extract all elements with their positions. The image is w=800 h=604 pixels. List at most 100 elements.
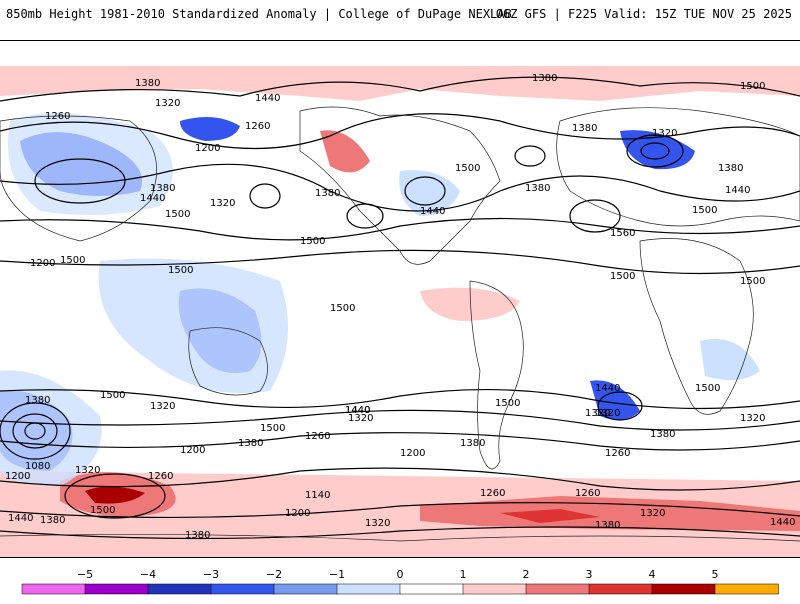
colorbar-segment — [588, 583, 653, 595]
contour-label: 1320 — [595, 408, 620, 419]
contour-label: 1500 — [168, 265, 193, 276]
contour-label: 1500 — [260, 423, 285, 434]
contour-label: 1320 — [640, 508, 665, 519]
contour-label: 1500 — [60, 255, 85, 266]
australia-outline — [188, 327, 268, 396]
colorbar-tick-label: 0 — [397, 568, 404, 581]
contour-label: 1380 — [650, 429, 675, 440]
contour-label: 1500 — [740, 81, 765, 92]
contour-label: 1320 — [210, 198, 235, 209]
contour-label: 1380 — [25, 395, 50, 406]
contour-label: 1260 — [305, 431, 330, 442]
contour-label: 1440 — [345, 405, 370, 416]
contour-label: 1260 — [480, 488, 505, 499]
contour-label: 1440 — [595, 383, 620, 394]
colorbar-segment — [525, 583, 590, 595]
contour-label: 1440 — [345, 405, 370, 416]
colorbar: −5 −4 −3 −2 −1 0 1 2 3 4 5 — [0, 558, 800, 600]
positive-anomaly-arctic — [0, 66, 800, 101]
colorbar-tick-label: −3 — [203, 568, 219, 581]
africa-outline — [639, 238, 754, 415]
contour-label: 1440 — [255, 93, 280, 104]
contour-label: 1320 — [740, 413, 765, 424]
negative-anomaly-south-africa — [590, 380, 640, 420]
contour-label: 1320 — [652, 128, 677, 139]
contour-label: 1260 — [45, 111, 70, 122]
negative-anomaly-central-light — [98, 258, 288, 393]
strong-positive-south — [420, 496, 800, 531]
contour-label: 1380 — [185, 530, 210, 541]
map-canvas: 1380 1440 1320 1260 1200 1380 1440 1500 … — [0, 66, 800, 557]
contour-label: 1500 — [165, 209, 190, 220]
contour-label: 1200 — [5, 471, 30, 482]
colorbar-tick-label: −5 — [77, 568, 93, 581]
contour-label: 1200 — [195, 143, 220, 154]
contour-label: 1080 — [25, 461, 50, 472]
colorbar-tick-label: 3 — [586, 568, 593, 581]
map-title: 850mb Height 1981-2010 Standardized Anom… — [6, 7, 512, 21]
contour-label: 1380 — [572, 123, 597, 134]
contour-label: 1440 — [770, 517, 795, 528]
contour-label: 1500 — [330, 303, 355, 314]
contour-label: 1260 — [148, 471, 173, 482]
contour-label: 1440 — [725, 185, 750, 196]
colorbar-segment — [147, 583, 212, 595]
contour-labels: 1380 1440 1320 1260 1200 1380 1440 1500 … — [5, 73, 795, 541]
negative-anomaly-nw-light — [8, 113, 173, 215]
strong-positive-pacific-core — [85, 486, 145, 504]
colorbar-segments — [21, 583, 779, 595]
colorbar-segment — [84, 583, 149, 595]
contour-label: 1320 — [365, 518, 390, 529]
contour-label: 1380 — [315, 188, 340, 199]
contour-label: 1320 — [585, 408, 610, 419]
contour-label: 1380 — [135, 78, 160, 89]
colorbar-tick-label: 2 — [523, 568, 530, 581]
contour-label: 1500 — [495, 398, 520, 409]
antarctica-outline — [0, 533, 800, 542]
contour-label: 1140 — [305, 490, 330, 501]
contour-label: 1380 — [150, 183, 175, 194]
contour-label: 1500 — [90, 505, 115, 516]
contour-label: 1500 — [740, 276, 765, 287]
positive-anomaly-alaska — [320, 130, 370, 173]
contour-label: 1380 — [595, 520, 620, 531]
contour-label: 1260 — [605, 448, 630, 459]
colorbar-tick-label: −4 — [140, 568, 156, 581]
negative-anomaly-north-america — [399, 170, 460, 216]
asia-outline — [0, 115, 157, 242]
negative-anomaly-south-pacific-light — [0, 370, 102, 486]
colorbar-segment — [21, 583, 86, 595]
colorbar-segment — [210, 583, 275, 595]
contour-label: 1500 — [100, 390, 125, 401]
contour-label: 1200 — [180, 445, 205, 456]
contour-label: 1380 — [40, 515, 65, 526]
contour-label: 1500 — [455, 163, 480, 174]
contour-label: 1560 — [610, 228, 635, 239]
colorbar-tick-label: −1 — [329, 568, 345, 581]
contour-label: 1500 — [300, 236, 325, 247]
colorbar-tick-label: −2 — [266, 568, 282, 581]
anomaly-map[interactable]: 1380 1440 1320 1260 1200 1380 1440 1500 … — [0, 40, 800, 558]
positive-anomaly-atlantic — [420, 287, 520, 321]
coastlines — [0, 106, 800, 542]
contour-label: 1380 — [460, 438, 485, 449]
north-america-outline — [299, 106, 501, 265]
colorbar-tick-label: 5 — [712, 568, 719, 581]
contour-label: 1380 — [238, 438, 263, 449]
contour-label: 1500 — [610, 271, 635, 282]
contour-label: 1200 — [285, 508, 310, 519]
anomaly-shading — [0, 66, 800, 557]
contour-label: 1380 — [718, 163, 743, 174]
colorbar-segment — [462, 583, 527, 595]
contour-label: 1320 — [150, 401, 175, 412]
contour-label: 1320 — [348, 413, 373, 424]
contour-label: 1260 — [575, 488, 600, 499]
contour-label: 1260 — [245, 121, 270, 132]
contour-label: 1380 — [525, 183, 550, 194]
colorbar-segment — [399, 583, 464, 595]
colorbar-segment — [336, 583, 401, 595]
colorbar-tick-labels: −5 −4 −3 −2 −1 0 1 2 3 4 5 — [77, 568, 719, 581]
colorbar-segment — [651, 583, 716, 595]
europe-asia-outline — [556, 107, 800, 227]
contour-label: 1320 — [155, 98, 180, 109]
